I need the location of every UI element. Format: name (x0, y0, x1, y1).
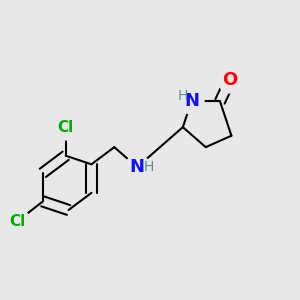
Text: O: O (222, 71, 238, 89)
Text: N: N (130, 158, 145, 176)
Text: Cl: Cl (9, 214, 25, 229)
Text: N: N (184, 92, 199, 110)
Text: Cl: Cl (58, 120, 74, 135)
Text: H: H (178, 89, 188, 103)
Text: H: H (143, 160, 154, 174)
